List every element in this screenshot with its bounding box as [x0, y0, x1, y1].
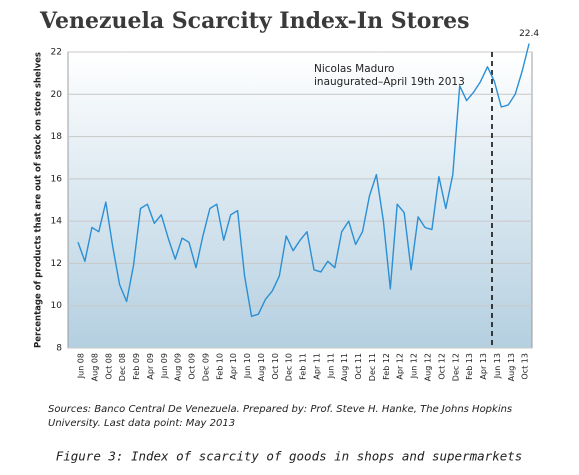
x-tick-label: Feb 09	[132, 353, 141, 380]
x-tick-label: Feb 13	[465, 353, 474, 380]
data-label: 22.4	[519, 29, 539, 39]
x-tick-label: Jun 12	[410, 353, 419, 379]
y-tick-label: 22	[51, 48, 62, 58]
x-tick-label: Aug 09	[174, 353, 183, 381]
source: University. Last data point: May 2013	[48, 418, 235, 429]
annotation-text: Nicolas Maduro	[314, 63, 394, 75]
x-tick-label: Apr 10	[229, 353, 238, 380]
y-axis-label: Percentage of products that are out of s…	[34, 52, 44, 348]
x-tick-label: Dec 11	[368, 353, 377, 381]
y-tick-label: 12	[51, 259, 62, 269]
x-tick-label: Aug 13	[507, 353, 516, 381]
x-tick-label: Oct 09	[188, 353, 197, 380]
x-tick-label: Jun 09	[160, 353, 169, 379]
chart-title: Venezuela Scarcity Index-In Stores	[39, 8, 469, 34]
caption: Figure 3: Index of scarcity of goods in …	[56, 449, 523, 464]
x-tick-label: Apr 13	[479, 353, 488, 380]
y-tick-label: 18	[51, 132, 63, 142]
y-tick-label: 10	[51, 301, 63, 311]
x-tick-label: Jun 10	[243, 353, 252, 379]
x-tick-label: Jun 08	[77, 353, 86, 379]
y-tick-label: 16	[51, 174, 63, 184]
x-tick-label: Oct 12	[437, 353, 446, 380]
y-tick-label: 14	[51, 217, 63, 227]
x-tick-label: Dec 09	[201, 353, 210, 381]
y-tick-label: 20	[51, 90, 63, 100]
x-tick-label: Oct 13	[521, 353, 530, 380]
x-tick-label: Feb 11	[299, 353, 308, 380]
x-tick-label: Oct 11	[354, 353, 363, 380]
annotation-text: inaugurated–April 19th 2013	[314, 76, 465, 88]
x-tick-label: Oct 08	[104, 353, 113, 380]
x-tick-label: Apr 11	[312, 353, 321, 380]
x-tick-label: Feb 12	[382, 353, 391, 380]
y-tick-label: 8	[56, 344, 62, 354]
x-tick-label: Dec 10	[285, 353, 294, 381]
x-tick-label: Aug 12	[424, 353, 433, 381]
x-tick-label: Aug 10	[257, 353, 266, 381]
x-tick-label: Apr 09	[146, 353, 155, 380]
x-tick-label: Oct 10	[271, 353, 280, 380]
annotation: Nicolas Maduro inaugurated–April 19th 20…	[314, 52, 493, 348]
source: Sources: Banco Central De Venezuela. Pre…	[48, 404, 512, 415]
line	[77, 43, 530, 317]
plot-area	[67, 51, 533, 349]
x-tick-label: Aug 11	[340, 353, 349, 381]
x-tick-label: Dec 12	[451, 353, 460, 381]
x-tick-label: Dec 08	[118, 353, 127, 381]
x-tick-label: Aug 08	[90, 353, 99, 381]
x-tick-label: Feb 10	[215, 353, 224, 380]
x-tick-label: Jun 13	[493, 353, 502, 379]
x-tick-label: Jun 11	[326, 353, 335, 379]
x-tick-label: Apr 12	[396, 353, 405, 380]
